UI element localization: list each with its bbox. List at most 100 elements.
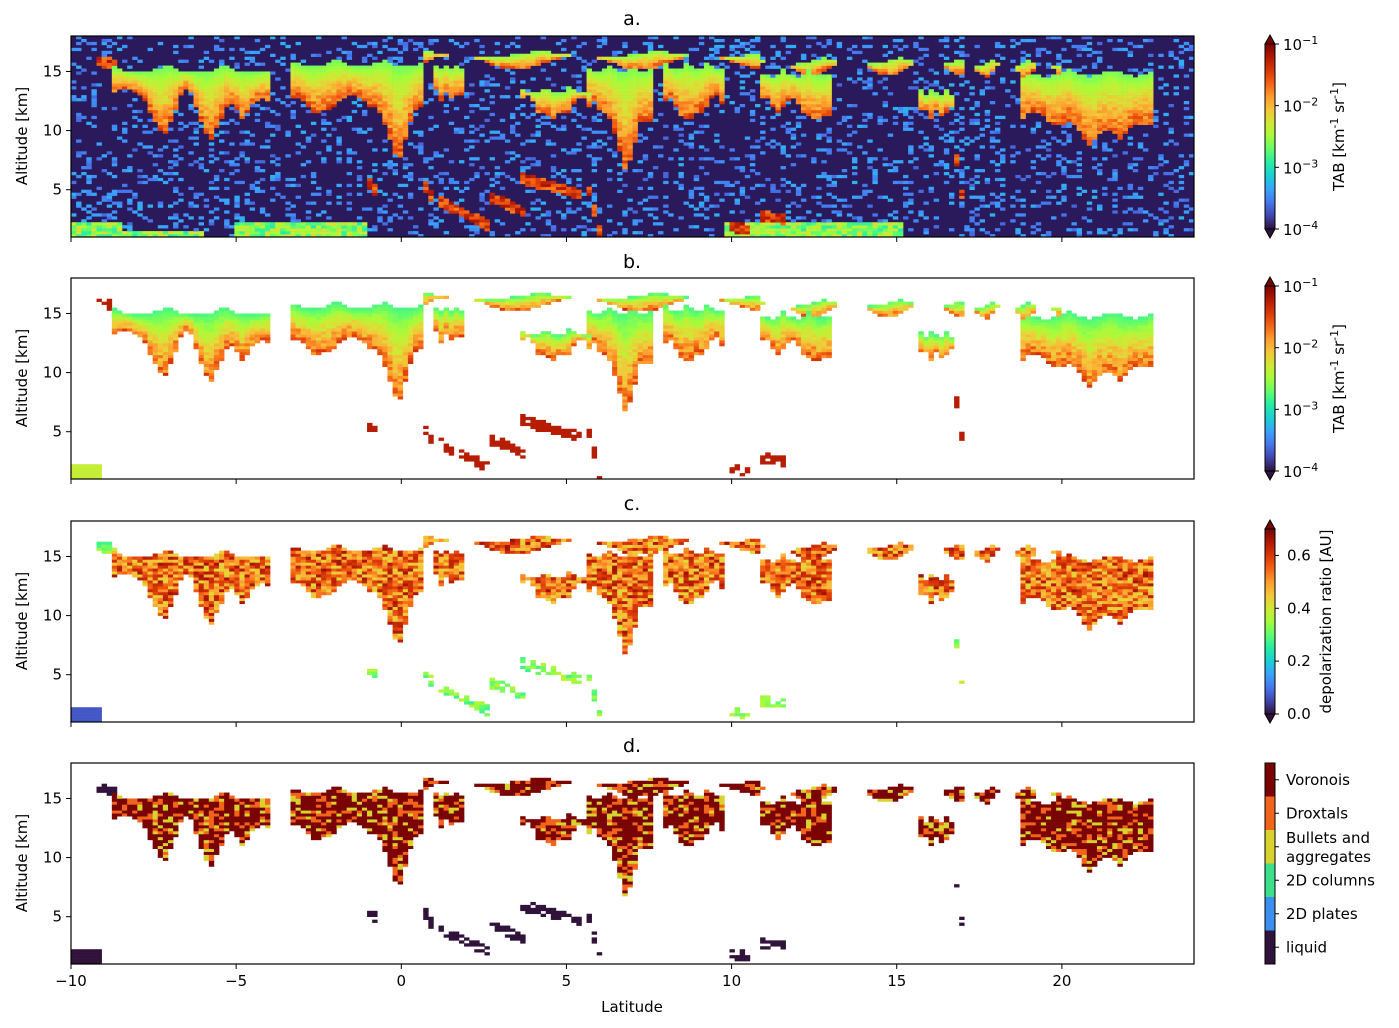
heatmap-cell (402, 210, 409, 214)
heatmap-cell (167, 118, 174, 123)
heatmap-cell (647, 77, 654, 81)
heatmap-cell (831, 106, 837, 111)
heatmap-cell (1061, 103, 1067, 108)
heatmap-cell (1056, 92, 1062, 96)
heatmap-cell (887, 59, 894, 63)
heatmap-cell (382, 101, 388, 105)
heatmap-cell (270, 71, 276, 75)
heatmap-cell (755, 225, 761, 229)
heatmap-cell (1127, 142, 1134, 146)
heatmap-cell (147, 71, 153, 75)
heatmap-cell (1035, 86, 1042, 90)
heatmap-cell (193, 142, 199, 146)
heatmap-cell (923, 80, 929, 84)
heatmap-cell (1010, 59, 1016, 63)
heatmap-cell (1015, 213, 1021, 217)
heatmap-cell (637, 115, 643, 120)
heatmap-cell (780, 89, 786, 93)
heatmap-cell (780, 103, 786, 108)
heatmap-cell (872, 171, 878, 176)
heatmap-cell (790, 71, 797, 75)
heatmap-cell (1163, 228, 1169, 232)
heatmap-cell (923, 174, 929, 179)
heatmap-cell (413, 86, 419, 90)
heatmap-cell (765, 65, 771, 69)
heatmap-cell (612, 121, 618, 125)
heatmap-cell (326, 98, 332, 102)
heatmap-cell (908, 62, 914, 66)
heatmap-cell (994, 169, 1001, 173)
heatmap-cell (724, 222, 730, 226)
heatmap-cell (382, 192, 388, 196)
heatmap-cell (780, 231, 786, 235)
heatmap-cell (698, 166, 705, 170)
heatmap-cell (224, 77, 230, 81)
heatmap-cell (346, 148, 353, 152)
heatmap-cell (489, 83, 495, 87)
heatmap-cell (418, 62, 424, 66)
heatmap-cell (617, 83, 623, 87)
heatmap-cell (402, 163, 409, 167)
heatmap-cell (234, 157, 240, 161)
heatmap-cell (698, 95, 705, 99)
heatmap-cell (678, 109, 684, 114)
heatmap-cell (663, 92, 669, 96)
heatmap-cell (1091, 50, 1098, 55)
heatmap-cell (193, 77, 199, 81)
heatmap-cell (372, 83, 378, 87)
heatmap-cell (193, 74, 199, 78)
heatmap-cell (918, 145, 924, 149)
heatmap-cell (152, 163, 159, 167)
heatmap-cell (341, 222, 347, 226)
heatmap-cell (111, 174, 118, 179)
heatmap-cell (1030, 86, 1037, 90)
heatmap-cell (127, 71, 133, 75)
heatmap-cell (443, 56, 450, 60)
heatmap-cell (612, 77, 618, 81)
heatmap-cell (658, 53, 664, 57)
heatmap-cell (1066, 59, 1072, 63)
heatmap-cell (372, 62, 378, 66)
heatmap-cell (413, 103, 419, 108)
heatmap-cell (111, 225, 118, 229)
heatmap-cell (397, 74, 404, 78)
heatmap-cell (1000, 177, 1006, 182)
heatmap-cell (193, 89, 199, 93)
heatmap-cell (760, 183, 766, 188)
heatmap-cell (714, 47, 720, 52)
heatmap-cell (576, 74, 582, 78)
heatmap-cell (703, 71, 710, 75)
heatmap-cell (632, 68, 638, 72)
heatmap-cell (178, 127, 184, 131)
heatmap-cell (729, 225, 735, 229)
heatmap-cell (310, 77, 317, 81)
heatmap-cell (790, 127, 797, 131)
heatmap-cell (1112, 47, 1118, 52)
heatmap-cell (969, 234, 975, 238)
heatmap-cell (1081, 115, 1088, 120)
heatmap-cell (106, 65, 113, 69)
heatmap-cell (714, 139, 720, 143)
heatmap-cell (1056, 189, 1062, 193)
heatmap-cell (361, 86, 368, 90)
heatmap-cell (1020, 234, 1026, 238)
heatmap-cell (545, 183, 552, 188)
heatmap-cell (254, 86, 261, 90)
heatmap-cell (361, 56, 368, 60)
heatmap-cell (923, 95, 929, 99)
heatmap-cell (372, 163, 378, 167)
heatmap-cell (576, 56, 582, 60)
heatmap-cell (167, 234, 174, 238)
heatmap-cell (173, 109, 179, 114)
heatmap-cell (1040, 83, 1047, 87)
heatmap-cell (800, 77, 807, 81)
heatmap-cell (683, 106, 689, 111)
heatmap-cell (683, 101, 689, 105)
heatmap-cell (305, 228, 312, 232)
heatmap-cell (1086, 89, 1093, 93)
heatmap-cell (1000, 207, 1006, 211)
heatmap-cell (275, 177, 281, 182)
heatmap-cell (361, 130, 368, 134)
heatmap-cell (173, 201, 179, 205)
heatmap-cell (397, 92, 404, 96)
